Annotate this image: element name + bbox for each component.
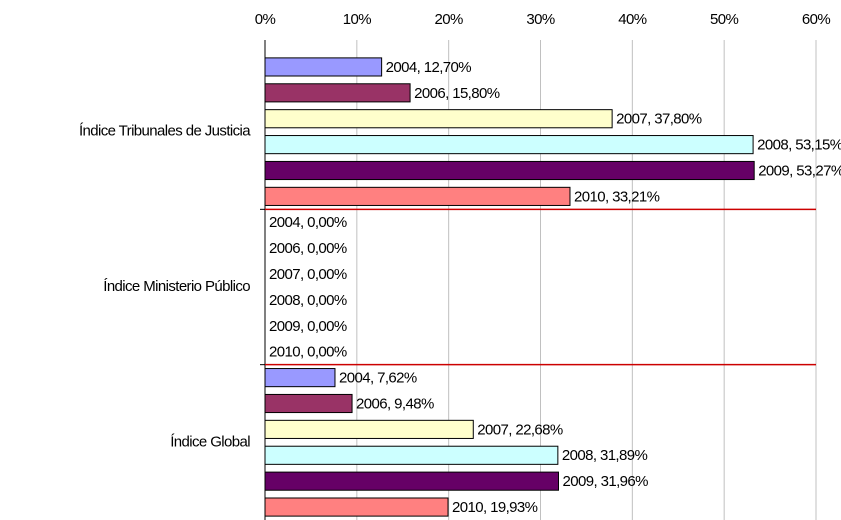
bar: [264, 109, 613, 129]
x-tick-label: 30%: [526, 11, 554, 28]
data-label: 2008, 31,89%: [562, 447, 648, 464]
y-tick-label: Índice Ministerio Público: [103, 278, 250, 295]
data-label: 2004, 12,70%: [386, 59, 472, 76]
y-tick-label: Índice Tribunales de Justicia: [79, 123, 251, 140]
bar: [264, 160, 755, 181]
x-tick-label: 0%: [255, 11, 276, 28]
data-label: 2007, 37,80%: [616, 111, 702, 128]
x-tick-label: 60%: [802, 11, 830, 28]
data-label: 2004, 7,62%: [339, 370, 417, 387]
bar: [264, 497, 449, 517]
data-label: 2007, 0,00%: [269, 266, 347, 283]
x-tick-label: 40%: [618, 11, 646, 28]
data-label: 2008, 0,00%: [269, 292, 347, 309]
bar: [264, 186, 571, 206]
data-label: 2007, 22,68%: [477, 421, 563, 438]
bar: [264, 445, 559, 465]
bar: [264, 368, 336, 388]
x-tick-label: 10%: [343, 11, 371, 28]
data-label: 2010, 33,21%: [574, 188, 660, 205]
data-label: 2006, 9,48%: [356, 395, 434, 412]
x-tick-label: 20%: [435, 11, 463, 28]
data-label: 2009, 0,00%: [269, 318, 347, 335]
data-label: 2010, 19,93%: [452, 499, 538, 516]
bar: [264, 419, 474, 439]
data-label: 2009, 31,96%: [562, 473, 648, 490]
data-label: 2010, 0,00%: [269, 344, 347, 361]
bar: [264, 135, 754, 155]
bar: [264, 57, 383, 77]
bar: [264, 393, 353, 414]
data-label: 2009, 53,27%: [758, 162, 841, 179]
bar: [264, 471, 559, 491]
y-tick-label: Índice Global: [170, 433, 250, 450]
data-label: 2004, 0,00%: [269, 214, 347, 231]
x-tick-label: 50%: [710, 11, 738, 28]
data-label: 2006, 15,80%: [414, 85, 500, 102]
data-label: 2006, 0,00%: [269, 240, 347, 257]
bar: [264, 83, 411, 103]
data-label: 2008, 53,15%: [757, 137, 841, 154]
